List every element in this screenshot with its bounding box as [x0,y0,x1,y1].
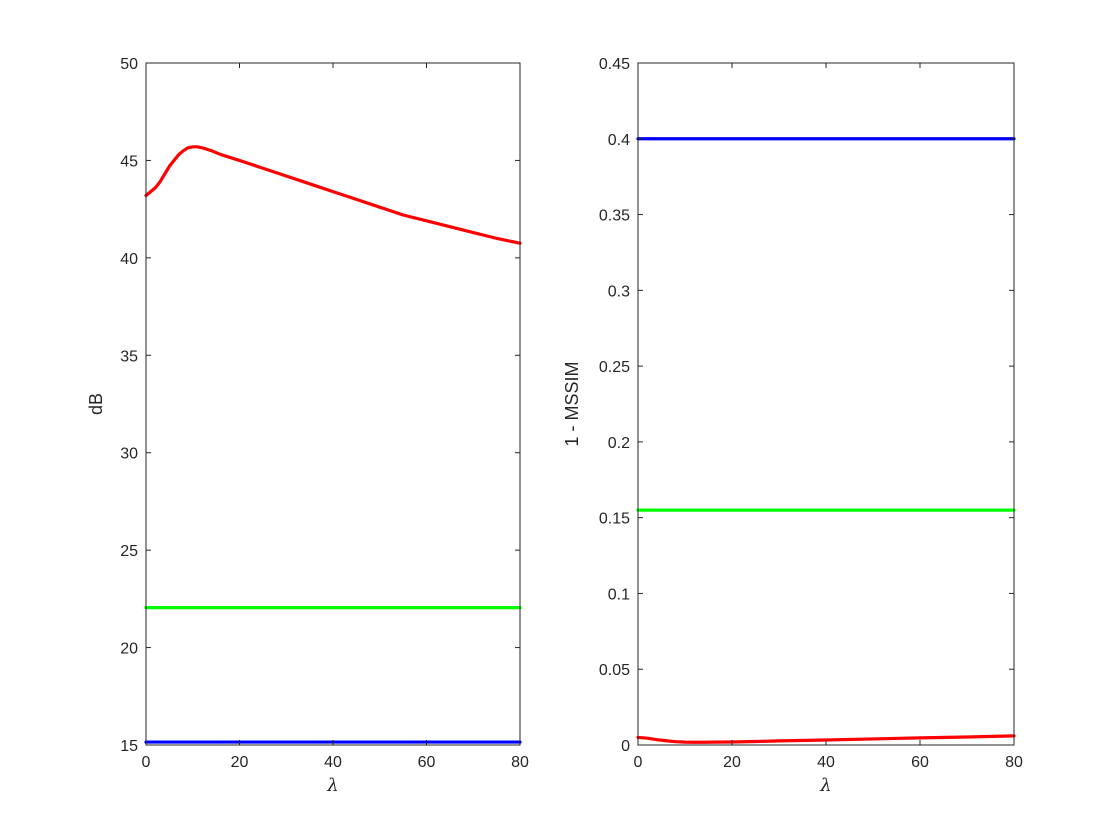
left-x-tick-label: 20 [231,754,249,771]
right-x-tick-label: 40 [817,754,835,771]
right-y-tick-label: 0.45 [599,56,630,73]
left-y-tick-label: 35 [120,348,138,365]
left-y-tick-label: 25 [120,543,138,560]
left-y-tick-label: 15 [120,738,138,755]
right-x-tick-label: 20 [723,754,741,771]
right-y-tick-label: 0.2 [608,435,630,452]
right-x-tick-label: 60 [911,754,929,771]
right-y-tick-label: 0.15 [599,511,630,528]
right-y-tick-label: 0.4 [608,132,630,149]
left-y-tick-label: 20 [120,641,138,658]
right-plot-frame [637,62,1015,746]
right-x-tick-label: 80 [1005,754,1023,771]
left-plot-frame [145,62,521,746]
right-y-axis-label: 1 - MSSIM [562,361,582,446]
right-y-tick-label: 0.3 [608,283,630,300]
right-y-tick-label: 0.25 [599,359,630,376]
left-y-tick-label: 50 [120,56,138,73]
right-y-tick-label: 0.1 [608,586,630,603]
left-x-tick-label: 60 [418,754,436,771]
left-series-line-0 [144,145,522,245]
left-x-tick-label: 40 [324,754,342,771]
right-y-tick-label: 0.05 [599,662,630,679]
left-y-tick-label: 40 [120,251,138,268]
right-y-tick-label: 0.35 [599,208,630,225]
left-x-axis-label: λ [326,775,338,796]
left-x-tick-label: 80 [511,754,529,771]
left-y-tick-label: 30 [120,446,138,463]
right-x-axis-label: λ [819,775,831,796]
right-chart-mssim: 0 20 40 60 80 0 0.05 0.1 0.15 0.2 0.25 0.3 0.35 0.4 0.… [562,56,1023,796]
right-x-tick-label: 0 [634,754,643,771]
left-x-tick-label: 0 [142,754,151,771]
right-series-line-2 [636,734,1016,744]
left-y-axis-label: dB [86,393,106,415]
left-chart-db: 0 20 40 60 80 15 20 25 30 35 40 45 50 λ dB [86,56,529,796]
left-y-tick-label: 45 [120,153,138,170]
right-y-tick-label: 0 [621,738,630,755]
